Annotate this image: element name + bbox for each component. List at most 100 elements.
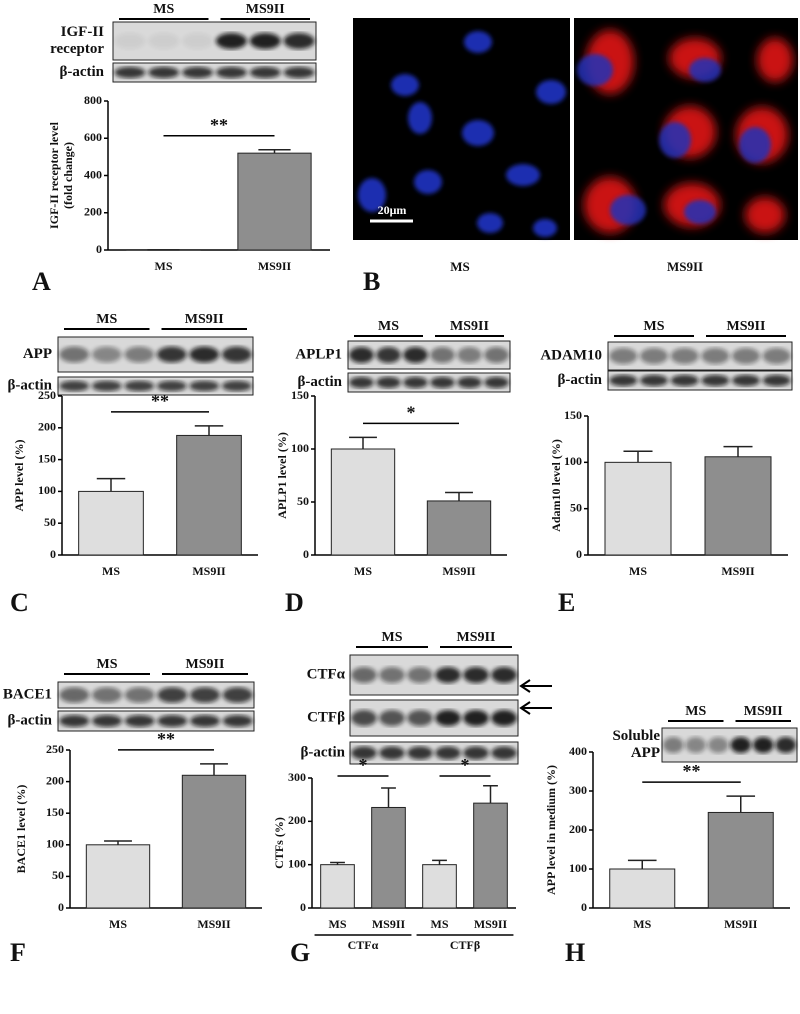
blot-band [59, 715, 90, 727]
blot-band [182, 33, 214, 49]
blot-group-label: MS9II [457, 630, 496, 645]
blot-band [91, 346, 122, 363]
y-tick-label: 100 [569, 861, 587, 875]
blot-band [435, 667, 461, 683]
bar [707, 811, 774, 909]
blot-row-label: receptor [50, 41, 104, 57]
blot-band [351, 667, 377, 683]
x-tick-label: MS9II [474, 917, 508, 931]
blot-band [407, 710, 433, 726]
error-bar [330, 861, 345, 865]
blot-band [124, 346, 155, 363]
image-label: MS9II [667, 259, 703, 274]
y-tick-label: 0 [300, 900, 306, 914]
y-tick-label: 150 [38, 451, 56, 465]
blot-band [59, 346, 90, 363]
blot-row-label: β-actin [7, 712, 52, 728]
blot-group-label: MS9II [246, 2, 285, 17]
blot-row-label: Soluble [612, 728, 660, 744]
blot-group-label: MS9II [186, 657, 225, 672]
blot-group-label: MS [382, 630, 403, 645]
blot-band [609, 348, 638, 364]
x-tick-label: MS [329, 917, 347, 931]
blot-band [349, 347, 374, 363]
blot-band [157, 715, 188, 727]
panel-letter: B [363, 267, 380, 296]
blot-band [701, 374, 730, 387]
x-tick-label: MS [633, 917, 651, 931]
y-tick-label: 150 [46, 805, 64, 819]
error-bar [483, 785, 498, 804]
bar [371, 806, 406, 909]
blot [57, 336, 254, 373]
y-tick-label: 0 [58, 900, 64, 914]
group-label: CTFβ [450, 938, 480, 952]
panel-letter: H [565, 938, 585, 967]
group-label: CTFα [348, 938, 379, 952]
blot-band [731, 348, 761, 364]
blot-band [403, 376, 428, 389]
blot-group-label: MS [378, 319, 399, 334]
blot-band [457, 376, 482, 389]
blot-band [639, 348, 669, 364]
x-tick-label: MS9II [721, 564, 755, 578]
blot-band [91, 687, 123, 703]
blot-band [463, 667, 489, 683]
y-tick-label: 400 [84, 167, 102, 181]
blot-band [775, 737, 797, 753]
y-tick-label: 150 [291, 388, 309, 402]
y-tick-label: 300 [288, 770, 306, 784]
y-tick-label: 250 [38, 388, 56, 402]
blot-band [189, 687, 221, 703]
y-tick-label: 250 [46, 742, 64, 756]
bar [426, 500, 492, 556]
bar [181, 774, 247, 909]
significance-label: ** [157, 729, 175, 749]
blot-band [435, 746, 461, 760]
panel: MS MS9II APP β-actin 0 50 100 150 200 250 APP leve… [7, 312, 258, 617]
blot-row-label: β-actin [300, 744, 345, 760]
blot-band [157, 687, 188, 703]
y-tick-label: 100 [564, 454, 582, 468]
y-tick-label: 300 [569, 783, 587, 797]
significance-label: ** [683, 761, 701, 781]
y-axis-label: (fold change) [61, 142, 75, 209]
blot [112, 21, 317, 61]
blot-band [430, 347, 455, 363]
blot-group-label: MS [644, 319, 665, 334]
y-tick-label: 50 [52, 868, 64, 882]
blot-band [124, 380, 155, 392]
blot-band [752, 737, 774, 753]
bar [473, 802, 508, 909]
blot-row-label: β-actin [297, 374, 342, 390]
x-tick-label: MS [354, 564, 372, 578]
blot [57, 681, 255, 709]
y-tick-label: 200 [46, 773, 64, 787]
y-tick-label: 150 [564, 408, 582, 422]
blot-band [463, 710, 489, 726]
y-axis-label: APLP1 level (%) [275, 432, 289, 519]
blot-band [639, 374, 669, 387]
error-bar [445, 491, 473, 501]
image-label: MS [450, 259, 470, 274]
error-bar [104, 840, 132, 845]
bar [78, 490, 144, 556]
x-tick-label: MS [109, 917, 127, 931]
error-bar [200, 763, 228, 776]
y-tick-label: 100 [291, 441, 309, 455]
panel: MS MS9II ADAM10 β-actin 0 50 100 150 Adam10 leve… [540, 319, 793, 617]
x-tick-label: MS9II [258, 259, 292, 273]
blot-band [91, 715, 123, 727]
significance-label: * [407, 402, 416, 422]
blot-band [215, 33, 247, 49]
x-tick-label: MS9II [442, 564, 476, 578]
significance-label: * [359, 755, 368, 775]
y-tick-label: 0 [50, 547, 56, 561]
blot-band [222, 687, 253, 703]
blot-group-label: MS [97, 657, 118, 672]
x-tick-label: MS [431, 917, 449, 931]
blot-band [189, 715, 221, 727]
x-tick-label: MS [102, 564, 120, 578]
x-tick-label: MS9II [197, 917, 231, 931]
